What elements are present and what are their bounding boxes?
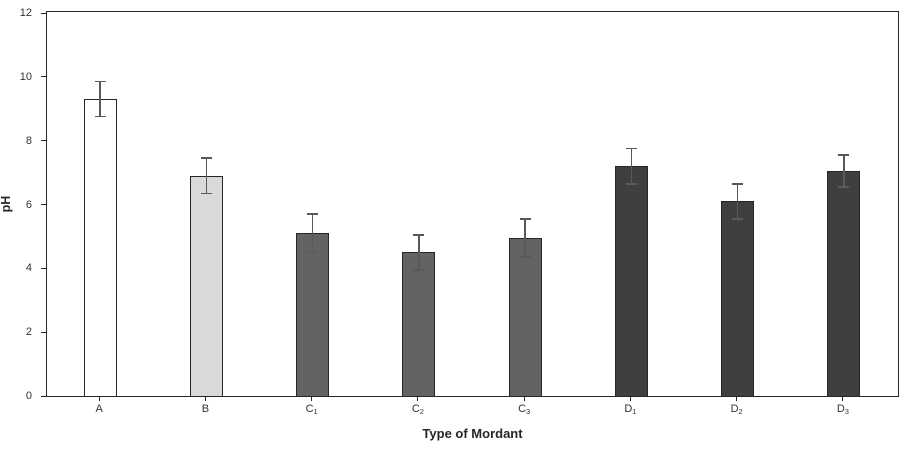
x-axis-tick [311,397,313,401]
bars-layer [47,12,898,396]
bar-a [83,99,117,396]
x-axis-ticks [46,397,899,402]
bar-d3 [827,171,861,396]
x-axis-tick [736,397,738,401]
error-bar-cap [519,256,531,258]
bar-b [189,175,223,396]
x-category-label: D2 [730,403,743,416]
y-axis-tick-label: 0 [25,390,32,402]
error-bar-cap [838,186,850,188]
error-bar-cap [519,218,531,220]
bar-d1 [614,166,648,396]
x-axis-tick-labels: A B C1 C2 C3 D1 D2 D3 [46,403,899,421]
x-category-label: D1 [624,403,637,416]
plot-area [40,11,899,397]
y-axis-tick-label: 6 [25,198,32,211]
x-category-label: C3 [518,403,531,416]
x-axis-title: Type of Mordant [422,426,523,441]
y-axis-tick [40,76,46,78]
x-axis-tick [523,397,525,401]
error-bar-cap [307,213,319,215]
x-axis-tick [98,397,100,401]
y-axis-tick-label: 10 [19,70,32,83]
error-bar [205,158,208,194]
x-axis-tick [629,397,631,401]
error-bar [99,81,101,117]
y-axis-tick-label: 12 [19,7,32,19]
error-bar [524,218,526,258]
x-category-label: B [201,403,210,415]
y-axis-tick [40,267,46,269]
error-bar-cap [307,251,319,254]
error-bar-cap [625,183,637,185]
error-bar [418,234,420,270]
y-axis-tick [40,140,46,142]
y-axis-tick [40,331,46,333]
y-axis-title: pH [0,195,13,213]
error-bar-cap [94,80,106,83]
x-axis-tick [417,397,419,401]
bar-d2 [721,201,755,396]
error-bar [843,155,845,187]
error-bar-cap [838,154,850,156]
y-axis-tick-label: 8 [25,134,32,147]
error-bar-cap [413,234,425,236]
error-bar [630,148,633,184]
x-category-label: A [95,403,103,415]
error-bar-cap [413,269,425,271]
bar-c1 [296,233,330,396]
y-axis-tick [40,12,46,14]
error-bar [311,214,314,253]
x-axis-tick [204,397,206,401]
y-axis-tick [40,395,46,397]
x-category-label: C1 [305,403,318,416]
y-axis-tick-label: 4 [25,262,32,275]
x-axis-tick [842,397,844,401]
y-axis-tick [40,204,46,205]
error-bar-cap [625,147,637,150]
bar-c2 [402,252,436,396]
error-bar-cap [200,157,212,159]
error-bar-cap [732,218,744,220]
x-category-label: C2 [411,403,424,416]
error-bar [736,183,739,219]
bar-c3 [508,238,542,396]
y-axis-tick-labels: 0 2 4 6 8 10 12 [0,7,40,402]
error-bar-cap [732,183,744,185]
y-axis-tick-label: 2 [25,326,32,339]
error-bar-cap [200,192,212,195]
error-bar-cap [94,115,106,118]
x-category-label: D3 [836,403,849,416]
